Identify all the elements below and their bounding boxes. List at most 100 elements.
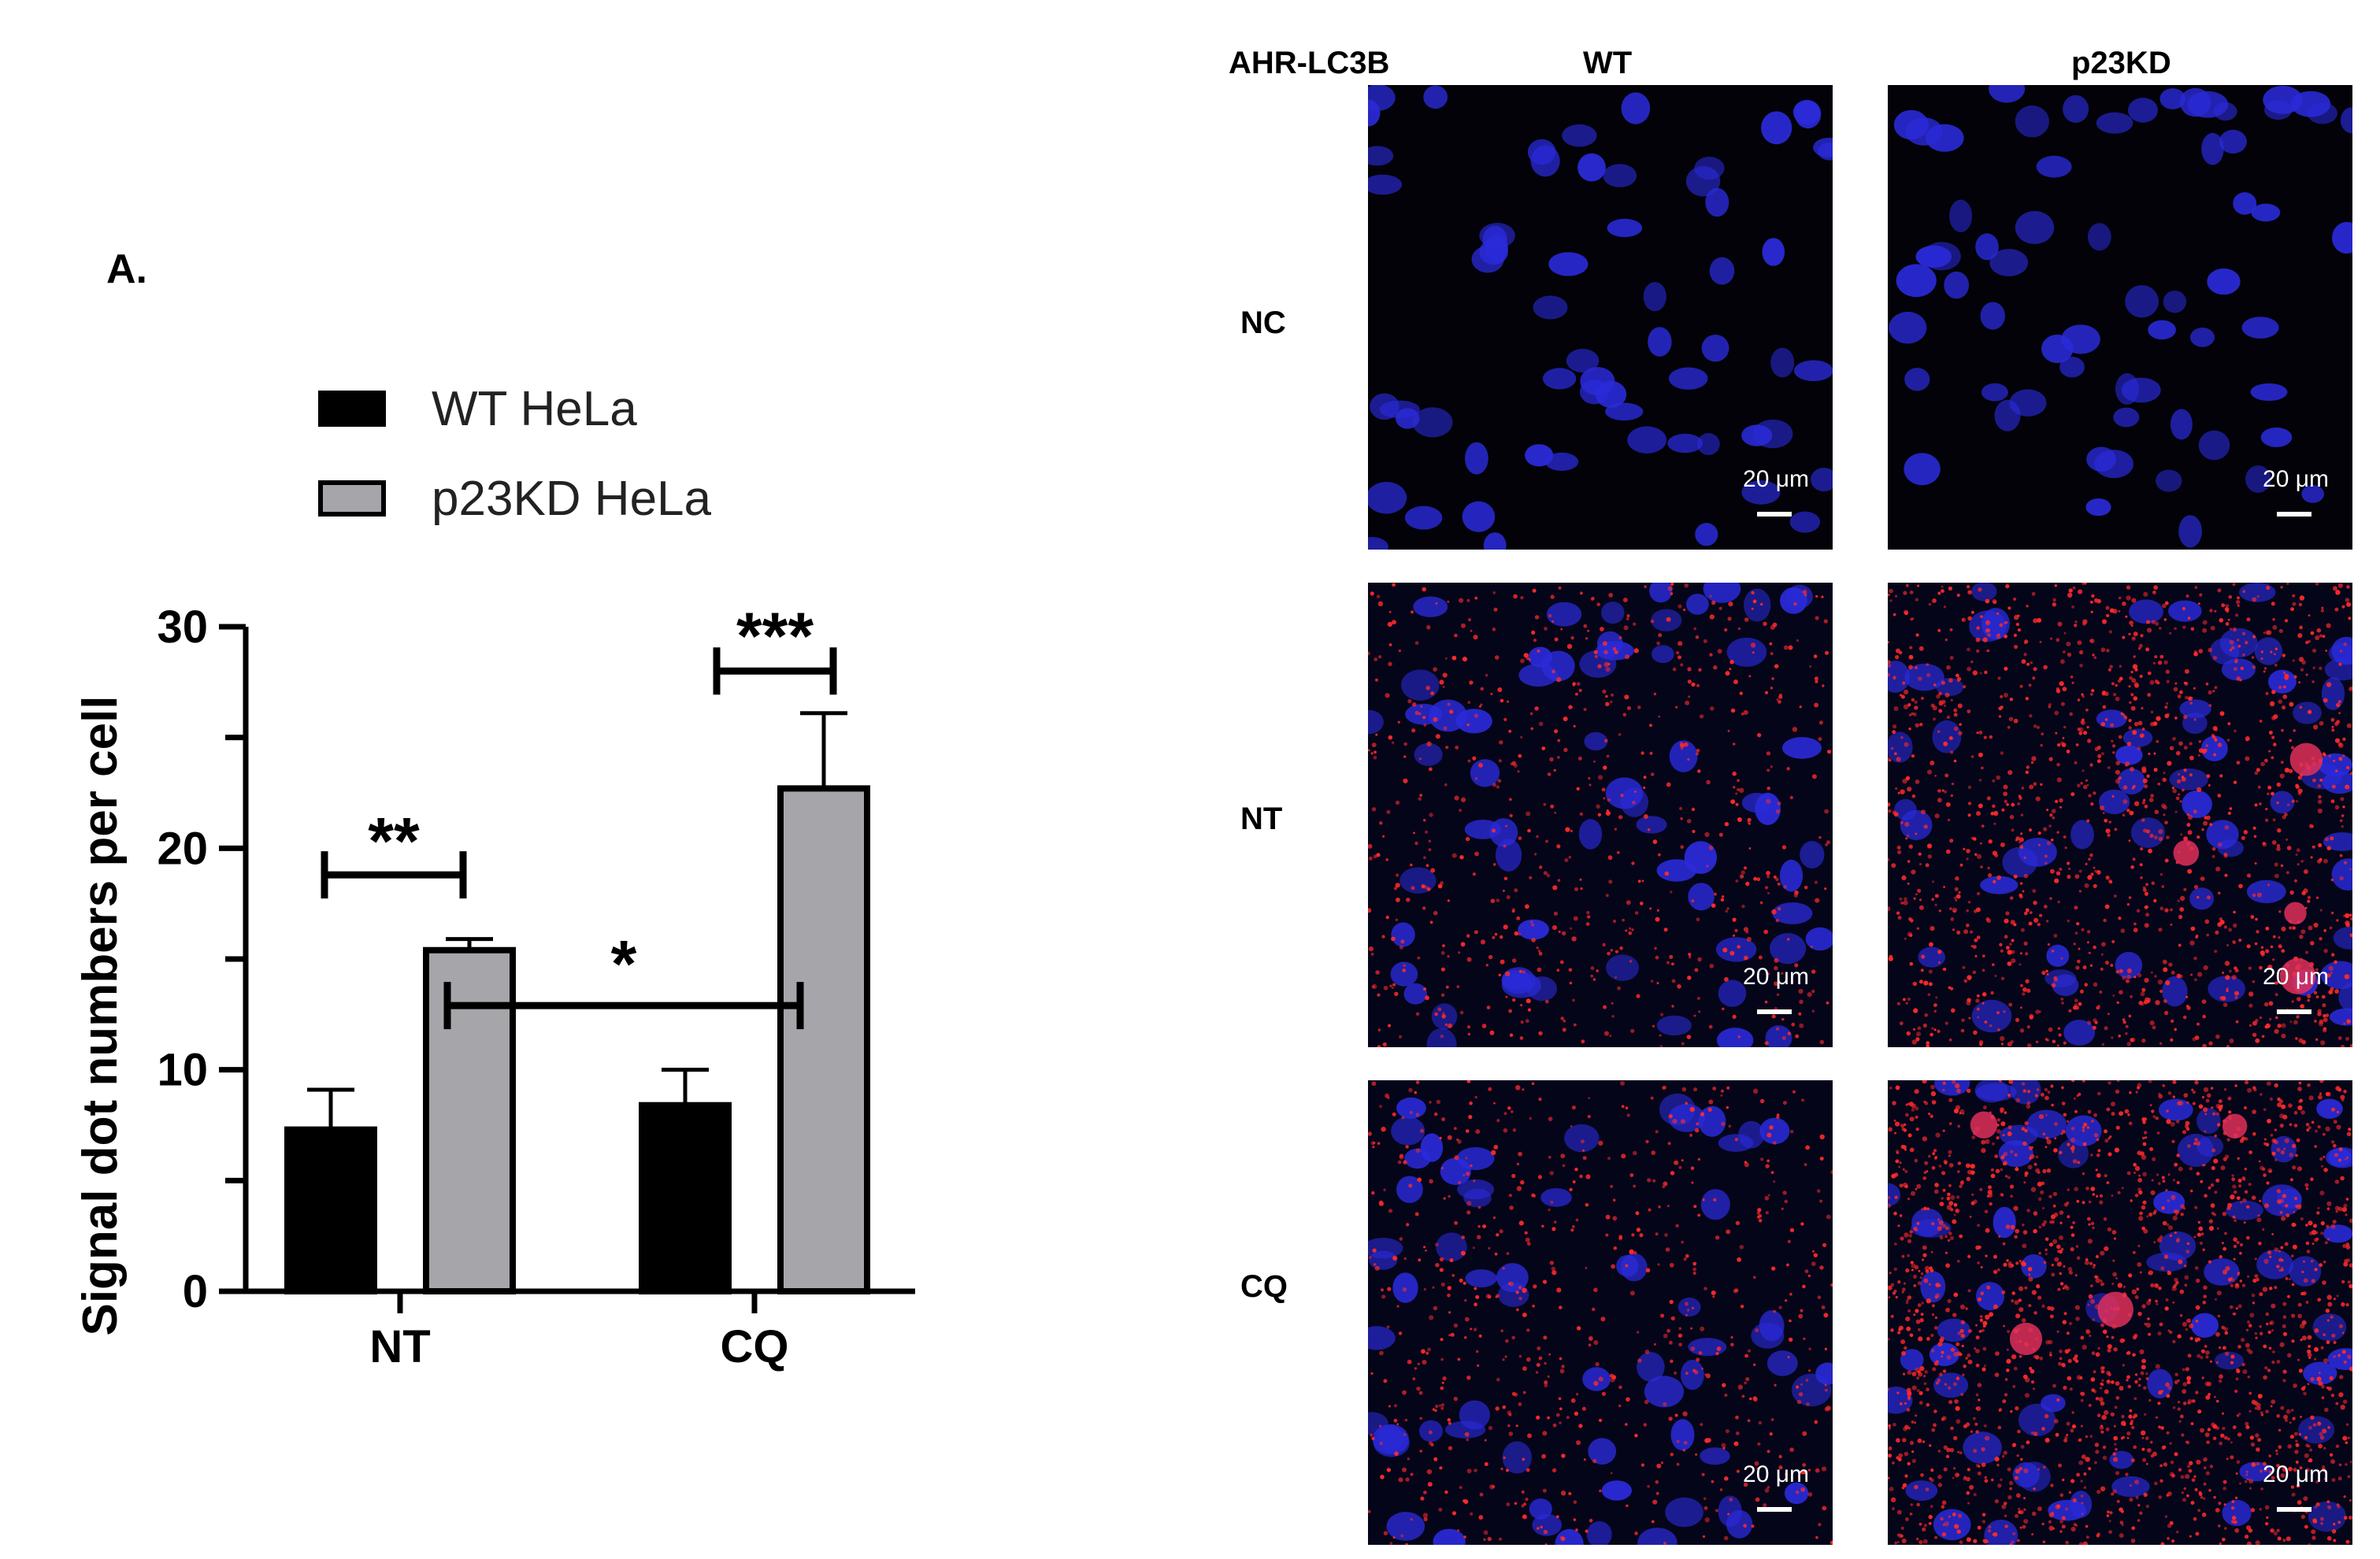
signal-dot: [1691, 899, 1695, 903]
signal-dot: [1385, 858, 1388, 861]
signal-dot: [2153, 898, 2157, 903]
nucleus: [2324, 658, 2352, 681]
signal-dot: [2293, 1224, 2297, 1227]
signal-dot: [1496, 1119, 1500, 1123]
signal-dot: [1468, 618, 1471, 622]
signal-dot: [2076, 1256, 2081, 1260]
signal-dot: [2049, 637, 2052, 640]
signal-dot: [1792, 727, 1798, 732]
signal-dot: [2111, 1335, 2115, 1339]
nucleus: [2321, 677, 2345, 710]
signal-dot: [2045, 1113, 2048, 1116]
signal-dot: [1963, 1424, 1967, 1428]
signal-dot: [1906, 1031, 1911, 1036]
signal-dot: [1553, 911, 1558, 916]
signal-dot: [1892, 724, 1897, 729]
signal-dot: [1506, 894, 1511, 900]
signal-dot: [1520, 1020, 1524, 1024]
signal-dot: [2299, 595, 2305, 601]
signal-dot: [2044, 1413, 2049, 1419]
signal-dot: [1898, 1533, 1903, 1539]
signal-dot: [2153, 752, 2156, 755]
signal-dot: [1525, 1468, 1530, 1472]
signal-dot: [2004, 1111, 2007, 1114]
signal-dot: [2195, 1391, 2199, 1394]
signal-dot: [1888, 593, 1890, 597]
signal-dot: [2282, 1466, 2288, 1472]
signal-dot: [1908, 665, 1913, 670]
signal-dot: [2019, 952, 2022, 955]
signal-dot: [1692, 1368, 1696, 1373]
nucleus: [1971, 583, 1997, 602]
signal-dot: [2164, 705, 2168, 709]
signal-dot: [1960, 1333, 1966, 1339]
signal-dot: [2099, 991, 2103, 994]
signal-dot: [2059, 867, 2063, 872]
signal-dot: [1511, 1110, 1514, 1113]
signal-dot: [2292, 1165, 2297, 1170]
signal-dot: [2237, 1432, 2242, 1437]
signal-dot: [1967, 998, 1971, 1002]
signal-dot: [2139, 1271, 2142, 1274]
signal-dot: [1916, 1376, 1920, 1380]
signal-dot: [1700, 1423, 1703, 1427]
signal-dot: [2163, 1254, 2169, 1259]
nucleus: [1700, 1189, 1730, 1220]
signal-dot: [1465, 1129, 1470, 1133]
signal-dot: [2208, 1219, 2213, 1224]
signal-dot: [1756, 1215, 1761, 1219]
signal-dot: [1775, 877, 1779, 881]
signal-dot: [2145, 905, 2149, 909]
signal-dot: [2043, 665, 2048, 670]
signal-dot: [1689, 956, 1692, 959]
nucleus: [1905, 117, 1943, 146]
signal-dot: [2349, 1218, 2352, 1224]
signal-dot: [1778, 694, 1783, 699]
signal-dot: [1954, 1399, 1959, 1404]
signal-dot: [1611, 1002, 1614, 1005]
signal-dot: [2223, 854, 2228, 858]
signal-dot: [2154, 1481, 2158, 1486]
signal-dot: [2268, 750, 2271, 753]
signal-dot: [2026, 605, 2029, 608]
signal-dot: [1910, 1191, 1916, 1196]
signal-dot: [1944, 638, 1948, 642]
signal-dot: [1503, 844, 1507, 848]
signal-dot: [2165, 669, 2170, 674]
signal-dot: [2037, 831, 2041, 835]
signal-dot: [1422, 716, 1426, 720]
signal-dot: [2218, 1502, 2222, 1505]
nucleus: [1744, 588, 1771, 622]
signal-dot: [1981, 968, 1985, 972]
signal-dot: [2252, 635, 2256, 639]
signal-dot: [1419, 1416, 1422, 1420]
signal-dot: [2030, 911, 2033, 914]
signal-dot: [2156, 681, 2160, 685]
signal-dot: [1748, 847, 1752, 850]
signal-dot: [2295, 854, 2298, 856]
signal-dot: [1773, 981, 1778, 987]
signal-dot: [1614, 650, 1618, 654]
signal-dot: [2059, 741, 2064, 746]
signal-dot: [2003, 784, 2008, 790]
signal-dot: [1398, 649, 1402, 653]
signal-dot: [2186, 823, 2191, 828]
signal-dot: [2198, 602, 2200, 605]
signal-dot: [1672, 1119, 1677, 1124]
signal-dot: [2078, 727, 2084, 732]
signal-dot: [1908, 917, 1912, 921]
nucleus: [1546, 602, 1582, 627]
signal-dot: [1966, 857, 1969, 861]
signal-dot: [2289, 739, 2293, 742]
signal-dot: [1636, 1228, 1641, 1232]
nucleus: [2158, 1098, 2193, 1121]
signal-dot: [2144, 977, 2149, 983]
signal-dot: [1947, 1239, 1951, 1242]
signal-dot: [2203, 1107, 2208, 1113]
signal-dot: [1971, 1135, 1976, 1139]
signal-dot: [2326, 1294, 2332, 1300]
signal-dot: [1392, 1112, 1396, 1116]
signal-dot: [2179, 895, 2185, 902]
signal-dot: [1959, 1184, 1963, 1188]
signal-dot: [1914, 705, 1918, 710]
